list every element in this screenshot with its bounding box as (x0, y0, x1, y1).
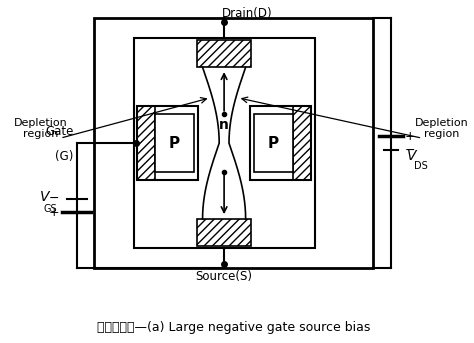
Text: Drain(D): Drain(D) (222, 7, 273, 20)
Bar (94, 18, 374, 268)
Text: GS: GS (44, 203, 57, 214)
Text: +: + (48, 206, 59, 219)
Bar (137, 106, 198, 180)
Text: Depletion
region: Depletion region (14, 118, 67, 139)
Text: V: V (40, 190, 49, 204)
Bar (137, 106, 155, 180)
Text: चित्र—(a) Large negative gate source bias: चित्र—(a) Large negative gate source bia… (97, 321, 370, 334)
Text: P: P (268, 135, 279, 151)
Text: Source(S): Source(S) (196, 270, 253, 283)
Text: V: V (407, 149, 416, 163)
Bar (254, 114, 293, 173)
Text: n: n (219, 118, 229, 132)
Text: −: − (49, 192, 59, 205)
Text: DS: DS (413, 161, 427, 171)
Bar (197, 219, 251, 246)
Bar (197, 40, 251, 67)
Text: Depletion
region: Depletion region (415, 118, 469, 139)
Bar (134, 38, 315, 248)
Text: −: − (405, 143, 415, 156)
Bar (155, 114, 194, 173)
Text: (G): (G) (55, 150, 74, 163)
Text: P: P (169, 135, 180, 151)
Text: +: + (405, 130, 415, 143)
Bar (293, 106, 311, 180)
Text: Gate: Gate (46, 125, 74, 138)
Bar (250, 106, 311, 180)
